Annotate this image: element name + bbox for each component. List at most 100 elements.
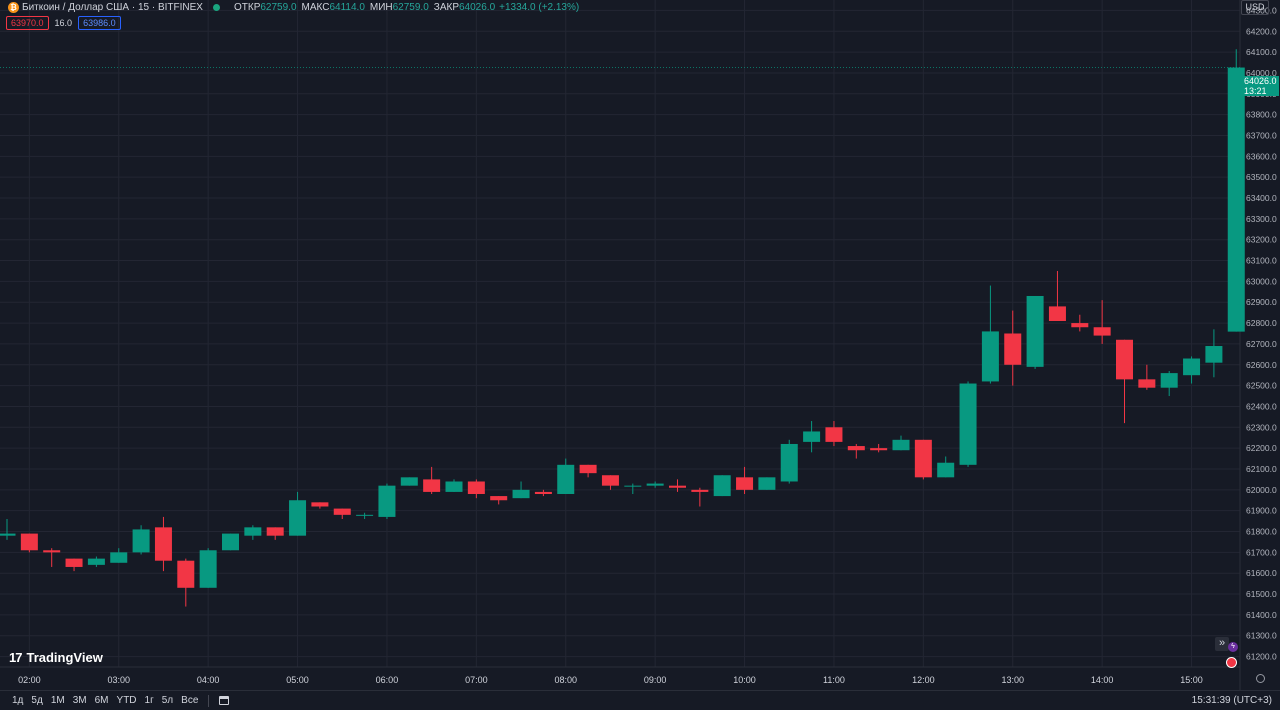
y-tick-label: 63300.0 [1246, 214, 1277, 224]
close-label: ЗАКР [433, 1, 459, 13]
candle-body [780, 443, 798, 482]
range-6m-button[interactable]: 6М [94, 695, 109, 706]
candle-body [1227, 67, 1245, 332]
open-label: ОТКР [233, 1, 261, 13]
quote-badges: 63970.0 16.0 63986.0 [6, 16, 121, 30]
candlestick-chart[interactable]: 61200.0 61300.0 61400.0 61500.0 61600.0 61700… [0, 0, 1280, 690]
y-tick-label: 62600.0 [1246, 360, 1277, 370]
candle-body [601, 475, 619, 486]
candle-body [624, 485, 642, 487]
y-tick-label: 64200.0 [1246, 26, 1277, 36]
currency-button[interactable]: USD [1241, 0, 1269, 15]
y-tick-label: 61600.0 [1246, 568, 1277, 578]
range-3m-button[interactable]: 3М [72, 695, 87, 706]
candle-body [199, 550, 217, 588]
candle-body [914, 439, 932, 478]
range-1d-button[interactable]: 1д [12, 695, 24, 706]
y-tick-label: 61200.0 [1246, 652, 1277, 662]
candle-body [378, 485, 396, 517]
y-tick-label: 63000.0 [1246, 276, 1277, 286]
candle-body [20, 533, 38, 551]
x-tick-label: 14:00 [1091, 675, 1114, 685]
x-tick-label: 03:00 [107, 675, 130, 685]
symbol-title[interactable]: Биткоин / Доллар США · 15 · BITFINEX [22, 1, 203, 13]
y-tick-label: 62000.0 [1246, 485, 1277, 495]
candle-body [1183, 358, 1201, 376]
tradingview-logo[interactable]: 17 TradingView [9, 650, 103, 665]
high-label: МАКС [301, 1, 330, 13]
last-price-value: 64026.0 [1244, 76, 1277, 86]
candle-body [870, 448, 888, 451]
tradingview-mark-icon: 17 [9, 650, 23, 665]
candle-body [669, 485, 686, 488]
x-tick-label: 13:00 [1001, 675, 1024, 685]
candle-body [646, 483, 664, 486]
candle-body [490, 496, 508, 501]
tradingview-wordmark: TradingView [26, 650, 103, 665]
buy-price-button[interactable]: 63986.0 [78, 16, 121, 30]
candle-body [400, 477, 418, 486]
x-tick-label: 04:00 [197, 675, 220, 685]
y-tick-label: 62500.0 [1246, 381, 1277, 391]
range-ytd-button[interactable]: YTD [116, 695, 137, 706]
candle-body [1048, 306, 1066, 321]
candle-body [557, 464, 575, 494]
x-tick-label: 09:00 [644, 675, 667, 685]
scroll-to-realtime-button[interactable]: » [1215, 637, 1229, 651]
candle-body [981, 331, 999, 382]
x-tick-label: 11:00 [823, 675, 845, 685]
candle-body [266, 527, 284, 536]
candle-body [534, 491, 552, 494]
bar-countdown: 13:21 [1244, 86, 1267, 96]
candle-body [691, 489, 709, 492]
range-1y-button[interactable]: 1г [144, 695, 154, 706]
y-tick-label: 64300.0 [1246, 5, 1277, 15]
candle-body [65, 558, 83, 567]
candle-body [356, 514, 374, 516]
calendar-icon[interactable] [219, 696, 230, 705]
candle-body [1026, 295, 1044, 367]
low-label: МИН [369, 1, 393, 13]
candle-body [937, 462, 955, 478]
candle-body [1004, 333, 1022, 365]
last-price-label: 64026.0 13:21 [1241, 76, 1279, 96]
low-value: 62759.0 [392, 1, 429, 13]
spread-value: 16.0 [54, 18, 73, 28]
candle-body [758, 477, 776, 490]
candle-body [1205, 346, 1223, 363]
x-tick-label: 08:00 [554, 675, 577, 685]
y-tick-label: 61800.0 [1246, 527, 1277, 537]
y-tick-label: 63100.0 [1246, 256, 1277, 266]
y-tick-label: 63700.0 [1246, 130, 1277, 140]
candle-body [445, 481, 463, 492]
candle-body [959, 383, 977, 465]
candle-body [0, 533, 16, 536]
bolt-icon[interactable]: ϟ [1228, 642, 1238, 652]
event-flag-icon[interactable] [1226, 657, 1237, 668]
y-tick-label: 62700.0 [1246, 339, 1277, 349]
range-all-button[interactable]: Все [181, 695, 199, 706]
sell-price-button[interactable]: 63970.0 [6, 16, 49, 30]
candle-body [579, 464, 597, 474]
range-5d-button[interactable]: 5д [31, 695, 43, 706]
y-tick-label: 62300.0 [1246, 422, 1277, 432]
candle-body [289, 500, 307, 536]
candle-body [713, 475, 731, 497]
clock-timezone[interactable]: 15:31:39 (UTC+3) [1191, 695, 1272, 706]
candle-body [1160, 373, 1178, 388]
range-1m-button[interactable]: 1М [50, 695, 65, 706]
y-tick-label: 62900.0 [1246, 297, 1277, 307]
open-value: 62759.0 [260, 1, 297, 13]
high-value: 64114.0 [329, 1, 365, 13]
candle-body [1093, 327, 1111, 336]
y-tick-label: 62200.0 [1246, 443, 1277, 453]
range-5y-button[interactable]: 5л [161, 695, 174, 706]
candle-body [1116, 339, 1133, 380]
x-tick-label: 05:00 [286, 675, 309, 685]
gear-icon[interactable] [1256, 674, 1265, 683]
candle-body [222, 533, 239, 551]
candle-body [512, 489, 530, 499]
y-tick-label: 63200.0 [1246, 235, 1277, 245]
market-open-icon [212, 3, 220, 11]
y-tick-label: 63500.0 [1246, 172, 1277, 182]
